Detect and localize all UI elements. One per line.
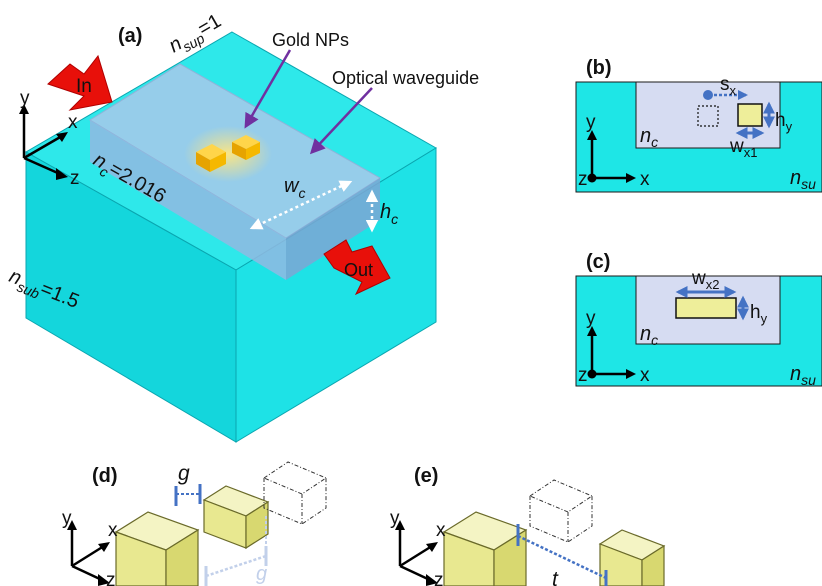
gap-label-d-1: g xyxy=(178,462,190,485)
gap-label-d-2: g xyxy=(256,563,267,585)
particle-c xyxy=(675,297,737,319)
axes-c xyxy=(587,326,636,379)
tag-b: (b) xyxy=(586,57,612,79)
particle-d-2 xyxy=(202,485,270,550)
ghost-particle-e xyxy=(528,479,594,543)
gold-nanoparticle-1 xyxy=(196,144,226,172)
axes-e xyxy=(395,520,438,586)
panel-b: (b) sx hy wx1 nc nsu y x z xyxy=(575,57,822,193)
axis-z-d: z xyxy=(106,570,116,586)
tag-d: (d) xyxy=(92,465,118,487)
axes-d xyxy=(67,520,110,586)
particle-b xyxy=(737,103,763,127)
sx-origin xyxy=(703,90,713,100)
particle-e-2 xyxy=(598,529,666,586)
axis-z-c: z xyxy=(578,365,588,386)
panel-c: (c) wx2 hy nc nsu y x z xyxy=(575,251,822,388)
panel-e: (e) t y x z xyxy=(390,465,666,586)
axis-z-e: z xyxy=(434,570,444,586)
shift-marker-e xyxy=(516,524,608,586)
nsu-label-c: nsu xyxy=(790,363,816,388)
hy-label-c: hy xyxy=(750,302,768,326)
hc-label: hc xyxy=(380,201,398,227)
svg-text:Out: Out xyxy=(344,260,373,280)
nc-label-c: nc xyxy=(640,323,658,348)
axis-y-d: y xyxy=(62,508,72,529)
tag-a: (a) xyxy=(118,25,142,47)
wc-dimension xyxy=(249,180,353,230)
axes-b xyxy=(587,130,636,183)
nc-label-b: nc xyxy=(640,125,658,150)
axis-y-c: y xyxy=(586,308,596,329)
waveguide-side xyxy=(90,120,286,280)
particle-d-1 xyxy=(114,511,200,586)
wx2-label: wx2 xyxy=(691,268,719,292)
axis-x-e: x xyxy=(436,520,446,541)
gold-nanoparticle-2 xyxy=(232,135,260,160)
waveguide-pointer xyxy=(309,87,373,155)
in-arrow: In xyxy=(47,54,113,111)
axis-x-c: x xyxy=(640,365,650,386)
nsu-label-b: nsu xyxy=(790,167,816,192)
axis-y-b: y xyxy=(586,112,596,133)
ghost-particle-d xyxy=(262,461,328,525)
sx-label: sx xyxy=(720,74,737,98)
gap-marker-d-light xyxy=(204,516,268,586)
axis-x-b: x xyxy=(640,169,650,190)
axis-z-b: z xyxy=(578,169,588,190)
axis-y-a: y xyxy=(20,88,30,109)
hy-label-b: hy xyxy=(775,110,793,134)
axis-z-a: z xyxy=(70,168,80,189)
svg-text:In: In xyxy=(76,76,92,97)
particle-e-1 xyxy=(442,511,528,586)
tag-e: (e) xyxy=(414,465,438,487)
axis-y-e: y xyxy=(390,508,400,529)
panel-d: (d) g g y x z xyxy=(62,461,328,586)
gold-nps-label: Gold NPs xyxy=(272,30,349,50)
tag-c: (c) xyxy=(586,251,610,273)
gold-pointer xyxy=(244,49,292,129)
axes-a xyxy=(19,104,68,180)
wx1-label: wx1 xyxy=(729,136,757,160)
out-arrow: Out xyxy=(323,239,391,296)
axis-x-a: x xyxy=(68,112,78,133)
panel-a: In Out (a) x y z nsup=1 Gold NPs Optical… xyxy=(6,10,479,443)
ghost-particle-b xyxy=(697,105,719,127)
gap-marker-d xyxy=(174,484,202,506)
axis-x-d: x xyxy=(108,520,118,541)
wc-label: wc xyxy=(284,175,305,201)
optical-waveguide-label: Optical waveguide xyxy=(332,68,479,88)
shift-label-e: t xyxy=(552,568,559,586)
